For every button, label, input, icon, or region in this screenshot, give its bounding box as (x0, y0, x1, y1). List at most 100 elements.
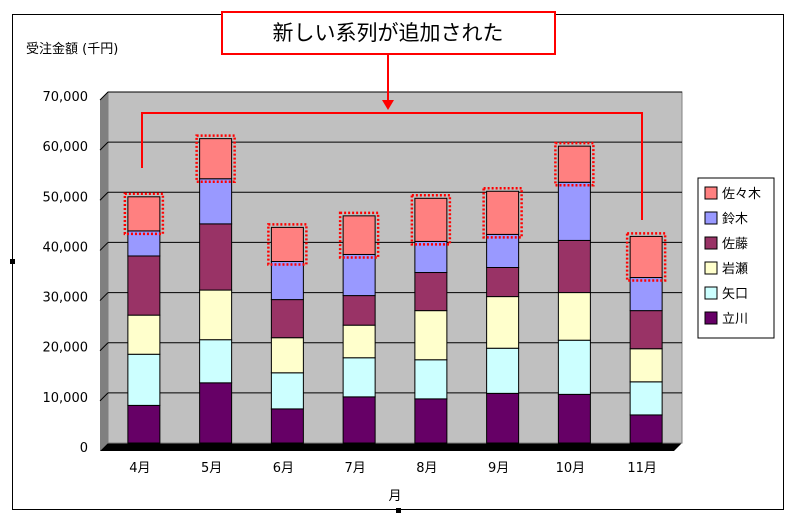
bar-segment[interactable] (199, 289, 233, 341)
bar-segment[interactable] (270, 337, 304, 374)
y-tick-label: 70,000 (43, 90, 89, 105)
x-axis-title: 月 (388, 489, 401, 504)
bar-segment[interactable] (414, 310, 448, 361)
bar-segment[interactable] (557, 393, 591, 444)
bar-segment[interactable] (127, 255, 161, 316)
legend-label: 佐藤 (722, 237, 748, 252)
bar-segment[interactable] (414, 359, 448, 400)
y-tick-label: 50,000 (43, 190, 89, 205)
legend-label: 矢口 (722, 287, 748, 302)
y-tick-label: 0 (80, 441, 88, 456)
gridline-depth (99, 91, 109, 101)
bar-segment[interactable] (342, 324, 376, 359)
legend-swatch (704, 186, 718, 200)
new-series-highlight (625, 232, 667, 282)
bar-segment[interactable] (342, 253, 376, 297)
bar-segment[interactable] (486, 233, 520, 268)
annotation-callout: 新しい系列が追加された (141, 11, 643, 220)
legend-label: 鈴木 (722, 212, 748, 227)
bar-segment[interactable] (270, 299, 304, 339)
x-tick-label: 9月 (488, 461, 509, 476)
bar-segment[interactable] (270, 372, 304, 410)
x-tick-label: 10月 (556, 461, 586, 476)
bar-segment[interactable] (127, 196, 161, 232)
bar-segment[interactable] (557, 239, 591, 294)
bar-segment[interactable] (629, 235, 663, 279)
bar-segment[interactable] (629, 310, 663, 350)
bar-segment[interactable] (342, 295, 376, 326)
bar-segment[interactable] (342, 215, 376, 255)
bar-segment[interactable] (127, 314, 161, 355)
resize-handle-bottom[interactable] (396, 508, 401, 513)
bar-segment[interactable] (629, 381, 663, 416)
bar-segment[interactable] (414, 240, 448, 274)
x-tick-label: 5月 (201, 461, 222, 476)
y-tick-label: 10,000 (43, 391, 89, 406)
bar-segment[interactable] (199, 178, 233, 225)
annotation-box (221, 11, 556, 55)
gridline-depth (99, 191, 109, 201)
bar-segment[interactable] (199, 223, 233, 291)
legend-label: 立川 (722, 312, 748, 327)
legend-swatch (704, 211, 718, 225)
bar-segment[interactable] (486, 347, 520, 394)
bar-segment[interactable] (199, 382, 233, 444)
resize-handle-left[interactable] (10, 259, 15, 264)
bar-segment[interactable] (486, 267, 520, 298)
new-series-highlight (267, 223, 308, 266)
x-tick-label: 8月 (416, 461, 437, 476)
new-series-highlight (338, 211, 380, 259)
y-tick-label: 40,000 (43, 240, 89, 255)
annotation-bracket (141, 112, 643, 220)
bar-segment[interactable] (414, 197, 448, 242)
bar-segment[interactable] (270, 226, 304, 262)
legend-swatch (704, 311, 718, 325)
new-series-highlight (123, 192, 165, 236)
gridline-depth (99, 392, 109, 402)
gridline-depth (99, 292, 109, 301)
plot-background[interactable] (107, 91, 683, 444)
bar-segment[interactable] (557, 292, 591, 341)
bar-segment[interactable] (486, 190, 520, 235)
bar-segment[interactable] (629, 414, 663, 444)
bar-segment[interactable] (629, 277, 663, 312)
new-series-highlight (195, 134, 236, 183)
gridline-depth (99, 342, 109, 352)
x-tick-label: 4月 (129, 461, 150, 476)
bar-segment[interactable] (270, 408, 304, 444)
bar-segment[interactable] (557, 339, 591, 395)
legend-label: 佐々木 (722, 187, 761, 202)
plot-side-wall (100, 92, 108, 451)
annotation-text: 新しい系列が追加された (273, 21, 504, 45)
y-tick-label: 30,000 (43, 291, 89, 306)
bar-segment[interactable] (557, 145, 591, 183)
new-series-highlight (410, 194, 452, 246)
legend-label: 岩瀬 (722, 262, 748, 277)
bar-segment[interactable] (629, 348, 663, 383)
x-tick-label: 7月 (344, 461, 365, 476)
y-tick-label: 60,000 (43, 140, 89, 155)
bar-segment[interactable] (486, 392, 520, 444)
bar-segment[interactable] (270, 260, 304, 301)
x-tick-label: 11月 (627, 461, 657, 476)
bar-segment[interactable] (199, 339, 233, 384)
bar-segment[interactable] (127, 353, 161, 406)
legend-swatch (704, 261, 718, 275)
plot-floor (100, 443, 682, 451)
bar-segment[interactable] (127, 404, 161, 444)
new-series-highlight (482, 187, 523, 239)
annotation-arrow-head (382, 100, 394, 110)
bar-segment[interactable] (486, 296, 520, 349)
legend-swatch (704, 236, 718, 250)
bar-segment[interactable] (342, 396, 376, 444)
y-axis-title: 受注金額 (千円) (26, 41, 118, 57)
bar-segment[interactable] (199, 138, 233, 180)
y-tick-label: 20,000 (43, 341, 89, 356)
bar-segment[interactable] (342, 357, 376, 398)
bar-segment[interactable] (414, 398, 448, 444)
bar-segment[interactable] (414, 272, 448, 312)
gridline-depth (99, 141, 109, 151)
bar-segment[interactable] (557, 181, 591, 241)
